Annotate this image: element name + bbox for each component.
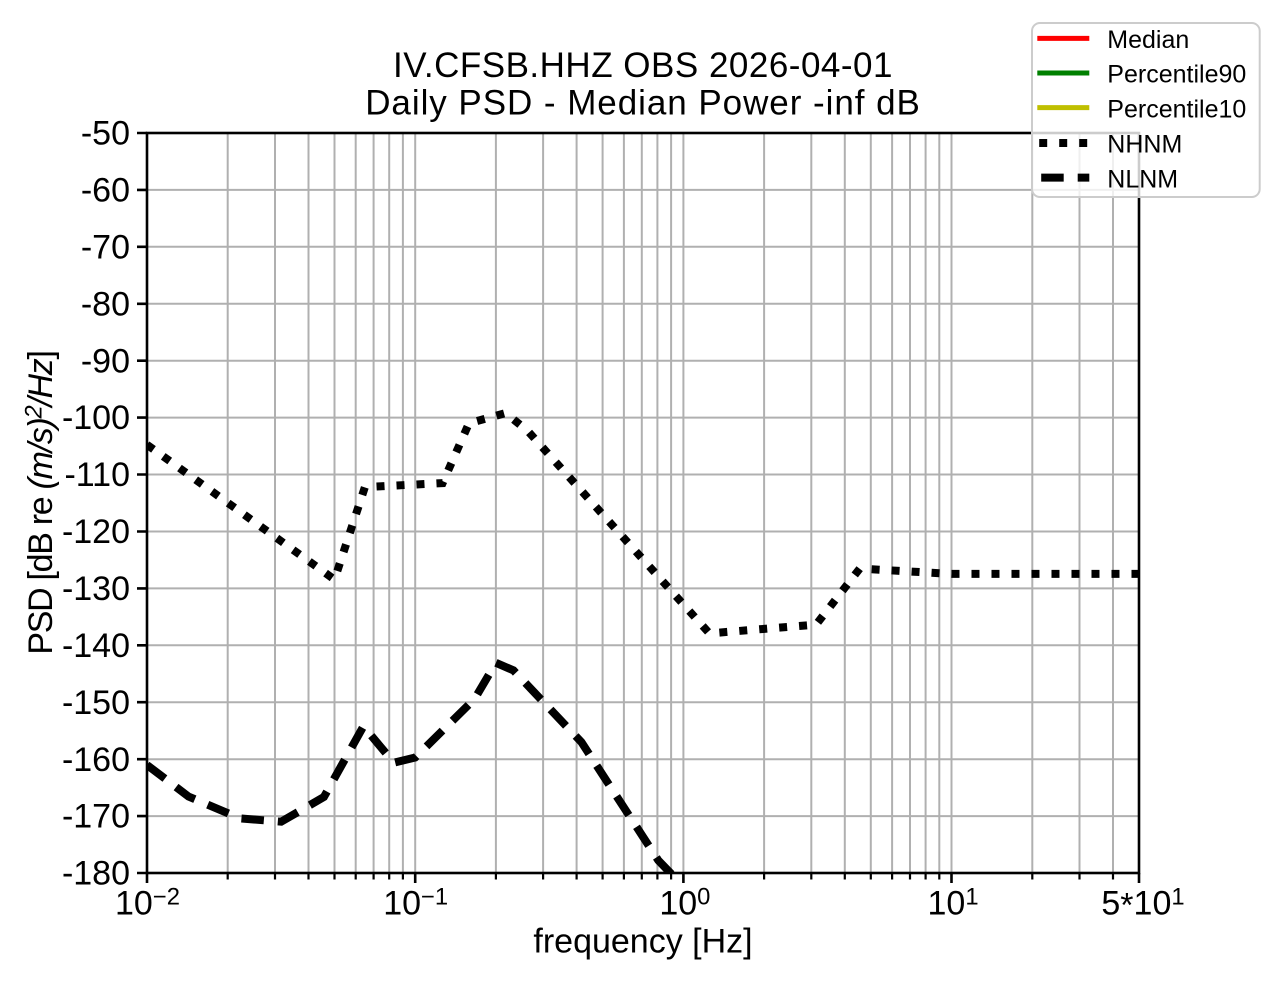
- svg-text:-170: -170: [62, 798, 130, 836]
- svg-text:PSD [dB re (m/s)2/Hz]: PSD [dB re (m/s)2/Hz]: [21, 351, 61, 654]
- svg-text:-60: -60: [81, 172, 130, 210]
- svg-text:-120: -120: [62, 513, 130, 551]
- svg-text:Percentile10: Percentile10: [1107, 95, 1246, 123]
- svg-text:-150: -150: [62, 684, 130, 722]
- svg-text:-100: -100: [62, 399, 130, 437]
- svg-text:5*101: 5*101: [1101, 884, 1184, 925]
- svg-text:-50: -50: [81, 115, 130, 153]
- svg-text:-180: -180: [62, 855, 130, 893]
- svg-text:-140: -140: [62, 627, 130, 665]
- svg-text:-110: -110: [64, 456, 130, 494]
- svg-text:Daily PSD - Median Power -inf: Daily PSD - Median Power -inf dB: [365, 83, 921, 122]
- svg-text:Median: Median: [1107, 26, 1189, 54]
- svg-text:-130: -130: [62, 570, 130, 608]
- svg-text:-160: -160: [62, 741, 130, 779]
- svg-text:Percentile90: Percentile90: [1107, 61, 1246, 89]
- svg-text:-80: -80: [81, 285, 130, 323]
- svg-text:IV.CFSB.HHZ OBS 2026-04-01: IV.CFSB.HHZ OBS 2026-04-01: [393, 46, 893, 85]
- svg-text:NLNM: NLNM: [1107, 165, 1178, 193]
- svg-text:frequency [Hz]: frequency [Hz]: [533, 923, 752, 961]
- svg-text:-90: -90: [81, 342, 130, 380]
- svg-text:NHNM: NHNM: [1107, 131, 1182, 159]
- svg-text:100: 100: [659, 884, 710, 923]
- svg-text:-70: -70: [81, 228, 130, 266]
